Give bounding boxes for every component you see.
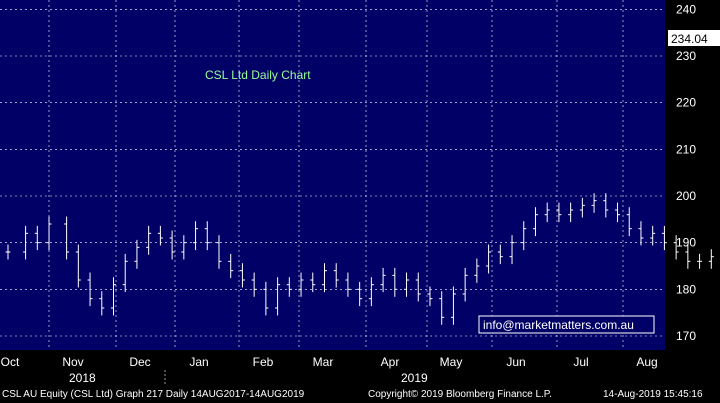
last-price-label: 234.04	[671, 32, 708, 46]
ohlc-bar	[462, 267, 468, 302]
x-tick-label: Apr	[381, 355, 400, 369]
axis-area	[665, 0, 720, 386]
ohlc-bar	[568, 202, 574, 223]
ohlc-bar	[404, 272, 410, 297]
ohlc-bar	[579, 197, 585, 218]
ohlc-bar	[392, 267, 398, 297]
ohlc-bar	[685, 244, 691, 269]
x-tick-label: Jan	[189, 355, 208, 369]
watermark-text: info@marketmatters.com.au	[483, 318, 634, 332]
ohlc-bar	[708, 249, 714, 269]
ohlc-bar	[23, 225, 29, 260]
ohlc-bar	[521, 221, 527, 251]
ohlc-bar	[216, 235, 222, 269]
ohlc-bar	[486, 244, 492, 274]
chart-title: CSL Ltd Daily Chart	[205, 68, 311, 82]
ohlc-bar	[368, 277, 374, 307]
ohlc-bar	[122, 253, 128, 293]
ohlc-bar	[110, 277, 116, 316]
footer-copyright: Copyright© 2019 Bloomberg Finance L.P.	[368, 389, 552, 400]
ohlc-bar	[333, 263, 339, 288]
ohlc-bar	[450, 286, 456, 325]
ohlc-bar	[275, 277, 281, 316]
ohlc-bar	[87, 272, 93, 307]
ohlc-bar	[263, 281, 269, 316]
y-tick-label: 200	[676, 189, 696, 203]
ohlc-bar	[321, 263, 327, 293]
ohlc-bar	[64, 216, 70, 260]
ohlc-bar	[193, 221, 199, 251]
footer-bar: CSL AU Equity (CSL Ltd) Graph 217 Daily …	[0, 386, 720, 403]
x-tick-label: May	[440, 355, 463, 369]
x-tick-label: Mar	[313, 355, 334, 369]
ohlc-bar	[146, 225, 152, 255]
year-label-2019: 2019	[401, 371, 428, 385]
ohlc-bar	[615, 202, 621, 223]
last-price-box: 234.04	[668, 30, 720, 46]
x-axis-area	[0, 350, 665, 386]
plot-area	[0, 0, 665, 350]
y-tick-label: 210	[676, 142, 696, 156]
y-tick-label: 240	[676, 2, 696, 16]
y-tick-label: 230	[676, 49, 696, 63]
ohlc-bar	[673, 235, 679, 260]
ohlc-bar	[345, 272, 351, 297]
footer-security-info: CSL AU Equity (CSL Ltd) Graph 217 Daily …	[2, 389, 305, 400]
ohlc-bar	[134, 239, 140, 269]
ohlc-bar	[661, 225, 667, 251]
x-tick-label: Nov	[62, 355, 83, 369]
ohlc-bar	[415, 272, 421, 302]
footer-timestamp: 14-Aug-2019 15:45:16	[603, 389, 703, 400]
ohlc-bar	[204, 221, 210, 251]
ohlc-bar	[34, 225, 40, 251]
ohlc-bar	[251, 272, 257, 297]
ohlc-bar	[298, 272, 304, 297]
ohlc-bar	[697, 253, 703, 269]
ohlc-bar	[556, 202, 562, 223]
y-tick-label: 190	[676, 236, 696, 250]
ohlc-bar	[5, 244, 11, 260]
x-tick-label: Feb	[253, 355, 274, 369]
x-tick-label: Oct	[1, 355, 20, 369]
ohlc-bar	[380, 267, 386, 293]
ohlc-bar	[99, 291, 105, 316]
ohlc-bar	[157, 225, 163, 246]
ohlc-bar	[650, 225, 656, 246]
ohlc-bar	[591, 193, 597, 213]
ohlc-bar	[181, 235, 187, 260]
ohlc-bar	[509, 235, 515, 265]
ohlc-bar	[310, 272, 316, 293]
watermark: info@marketmatters.com.au	[478, 315, 655, 334]
ohlc-bar	[357, 281, 363, 307]
ohlc-bar	[532, 207, 538, 237]
x-tick-label: Dec	[129, 355, 150, 369]
ohlc-bar	[228, 253, 234, 279]
x-tick-label: Jun	[506, 355, 525, 369]
ohlc-bar	[286, 277, 292, 297]
ohlc-bar	[239, 263, 245, 288]
x-tick-label: Jul	[573, 355, 588, 369]
ohlc-bar	[497, 244, 503, 265]
ohlc-bar	[474, 258, 480, 283]
y-tick-label: 170	[676, 329, 696, 343]
y-tick-label: 220	[676, 96, 696, 110]
ohlc-bar	[46, 216, 52, 251]
ohlc-bar	[427, 286, 433, 307]
ohlc-bar	[439, 291, 445, 325]
x-tick-label: Aug	[636, 355, 657, 369]
year-label-2018: 2018	[69, 371, 96, 385]
ohlc-bar	[603, 193, 609, 218]
ohlc-bar	[544, 202, 550, 223]
ohlc-bar	[169, 230, 175, 260]
ohlc-bar	[638, 221, 644, 246]
y-tick-label: 180	[676, 282, 696, 296]
ohlc-bar	[626, 207, 632, 237]
ohlc-bar	[75, 244, 81, 288]
